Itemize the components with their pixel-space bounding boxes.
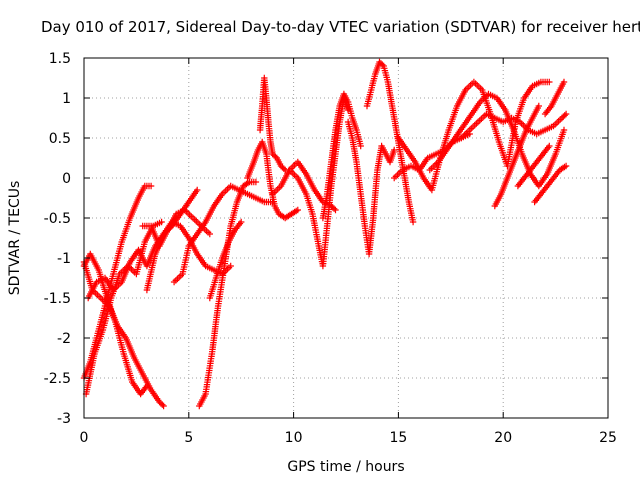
- x-tick-label: 5: [184, 430, 193, 446]
- data-point-marker: [546, 78, 553, 86]
- data-series-9: [196, 178, 260, 410]
- data-point-marker: [562, 110, 570, 118]
- y-tick-label: -2: [57, 331, 71, 347]
- x-tick-label: 25: [599, 430, 617, 446]
- data-series-24: [531, 162, 570, 206]
- data-point-marker: [160, 402, 167, 410]
- data-point-marker: [147, 182, 155, 190]
- plot-frame: [83, 57, 609, 419]
- y-tick-label: -1: [57, 251, 71, 267]
- data-series-10: [206, 218, 245, 302]
- data-series-25: [541, 78, 568, 118]
- data-series-13: [269, 158, 339, 214]
- y-tick-label: 1: [62, 91, 71, 107]
- data-series-16: [344, 118, 398, 258]
- data-series-14: [286, 94, 352, 270]
- y-tick-label: -0.5: [44, 211, 71, 227]
- data-series-8: [170, 182, 276, 286]
- x-tick-label: 15: [389, 430, 407, 446]
- data-series: [80, 58, 570, 410]
- data-point-marker: [562, 162, 570, 170]
- data-point-marker: [546, 142, 553, 150]
- data-series-11: [244, 138, 301, 222]
- data-point-marker: [252, 178, 260, 186]
- data-point-marker: [238, 218, 245, 226]
- data-point-marker: [206, 230, 213, 238]
- y-axis-label: SDTVAR / TECUs: [7, 181, 23, 296]
- data-point-marker: [330, 205, 338, 212]
- y-tick-label: -1.5: [44, 291, 71, 307]
- data-point-marker: [379, 61, 386, 68]
- x-tick-label: 10: [285, 430, 303, 446]
- y-tick-label: 0: [62, 171, 71, 187]
- y-tick-label: -2.5: [44, 371, 71, 387]
- data-point-marker: [158, 218, 165, 226]
- data-point-marker: [535, 102, 542, 110]
- data-series-3: [80, 258, 167, 410]
- y-tick-label: 0.5: [49, 131, 71, 147]
- x-tick-labels: 0 5 10 15 20 25: [80, 430, 617, 446]
- data-series-12: [256, 74, 289, 174]
- data-series-7: [143, 186, 201, 294]
- data-point-marker: [561, 112, 568, 119]
- axis-ticks: [83, 57, 609, 419]
- y-tick-labels: -3 -2.5 -2 -1.5 -1 -0.5 0 0.5 1 1.5: [44, 51, 71, 427]
- y-tick-label: 1.5: [49, 51, 71, 67]
- chart-title: Day 010 of 2017, Sidereal Day-to-day VTE…: [41, 18, 640, 36]
- data-series-1: [80, 182, 155, 382]
- data-series-4: [82, 218, 165, 398]
- data-point-marker: [159, 401, 166, 408]
- x-tick-label: 0: [80, 430, 89, 446]
- data-point-marker: [391, 146, 398, 154]
- data-point-marker: [332, 206, 339, 214]
- data-series-22: [491, 102, 542, 210]
- data-point-marker: [280, 165, 287, 172]
- data-point-marker: [409, 218, 417, 226]
- data-point-marker: [357, 142, 364, 150]
- data-series-23: [514, 142, 553, 190]
- data-series-17: [363, 58, 417, 226]
- x-axis-label: GPS time / hours: [287, 459, 404, 475]
- data-point-marker: [560, 78, 568, 86]
- data-point-marker: [227, 262, 234, 270]
- data-point-marker: [294, 206, 301, 214]
- y-tick-label: -3: [57, 411, 71, 427]
- data-point-marker: [560, 126, 568, 134]
- data-series-15: [319, 90, 364, 222]
- data-point-marker: [272, 153, 279, 160]
- x-tick-label: 20: [494, 430, 512, 446]
- data-point-marker: [194, 186, 201, 194]
